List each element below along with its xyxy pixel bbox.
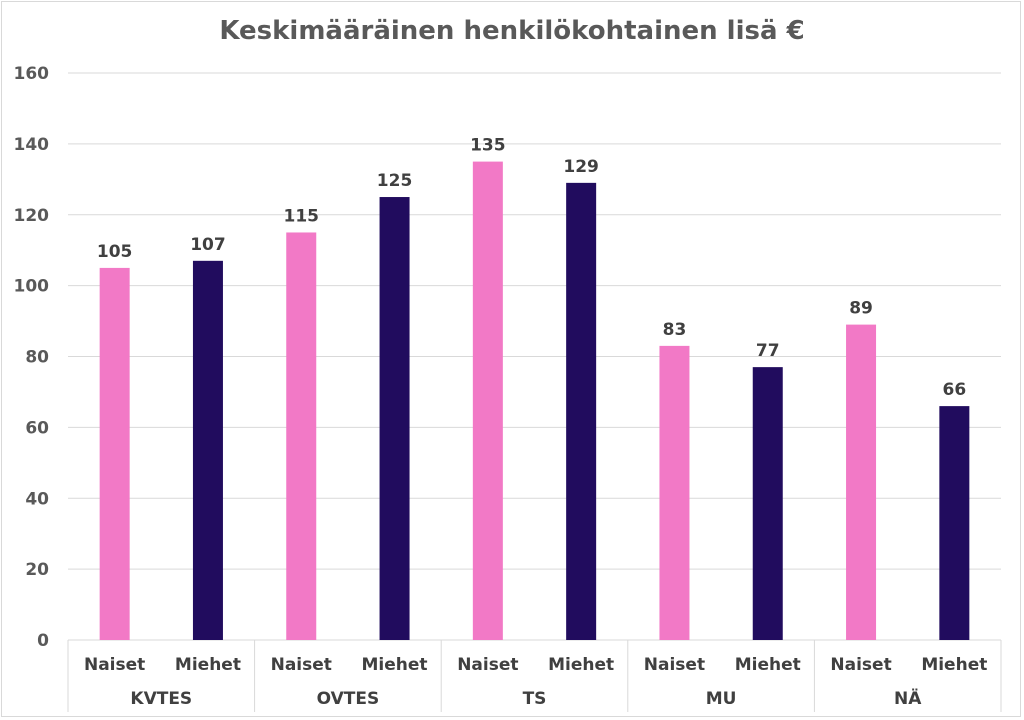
y-tick-label: 100 (14, 277, 50, 297)
category-label: Miehet (735, 655, 801, 675)
data-label: 135 (470, 136, 506, 156)
bar (659, 345, 690, 640)
category-label: Naiset (84, 655, 145, 675)
category-label: Miehet (921, 655, 987, 675)
bar (286, 232, 317, 640)
y-tick-label: 140 (14, 135, 50, 155)
category-label: Naiset (644, 655, 705, 675)
group-label: KVTES (130, 689, 192, 709)
data-label: 105 (97, 242, 133, 262)
bar (99, 267, 130, 640)
data-label: 77 (756, 341, 780, 361)
group-label: OVTES (317, 689, 380, 709)
data-label: 89 (849, 299, 873, 319)
y-tick-label: 0 (37, 631, 49, 651)
y-tick-label: 20 (25, 560, 49, 580)
data-label: 83 (663, 320, 687, 340)
bar (752, 367, 783, 640)
y-tick-label: 60 (25, 418, 49, 438)
y-tick-label: 80 (25, 348, 49, 368)
group-label: NÄ (894, 687, 922, 709)
bar (379, 197, 410, 640)
y-tick-label: 120 (14, 206, 50, 226)
group-label: TS (523, 689, 547, 709)
bar (846, 324, 877, 640)
category-label: Naiset (457, 655, 518, 675)
category-label: Naiset (830, 655, 891, 675)
chart-title: Keskimääräinen henkilökohtainen lisä € (219, 16, 805, 46)
bar (192, 260, 223, 640)
bar (472, 161, 503, 640)
data-label: 115 (284, 206, 320, 226)
category-label: Naiset (271, 655, 332, 675)
data-label: 125 (377, 171, 413, 191)
data-label: 107 (190, 235, 226, 255)
bar (566, 182, 597, 640)
y-tick-label: 160 (14, 64, 50, 84)
category-label: Miehet (548, 655, 614, 675)
y-tick-label: 40 (25, 489, 49, 509)
bar (939, 406, 970, 640)
group-label: MU (706, 689, 737, 709)
category-label: Miehet (175, 655, 241, 675)
category-label: Miehet (362, 655, 428, 675)
data-label: 129 (563, 157, 599, 177)
data-label: 66 (943, 380, 967, 400)
